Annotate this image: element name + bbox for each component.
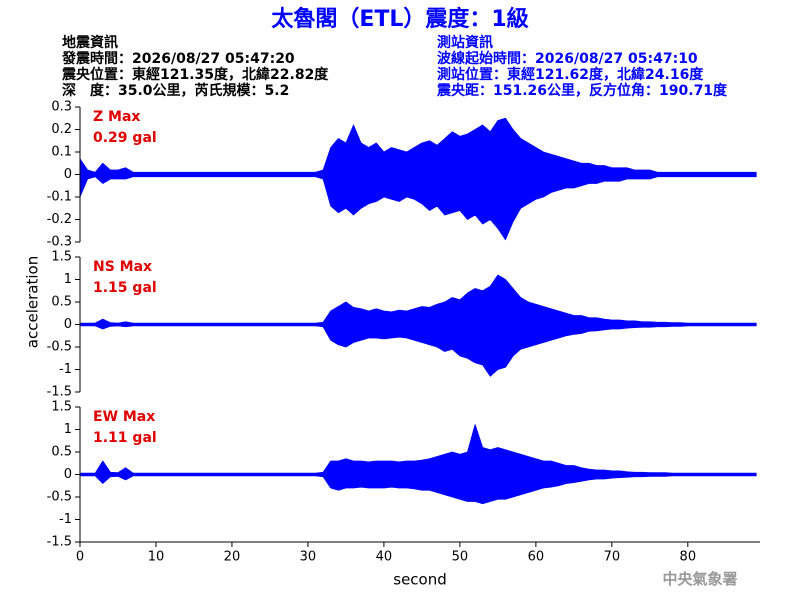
panel-label: NS Max	[93, 259, 152, 275]
y-tick-label: 0.2	[51, 122, 72, 137]
header-left: 震央位置：東經121.35度，北緯22.82度	[61, 66, 329, 83]
y-axis-label: acceleration	[24, 256, 42, 348]
x-tick-label: 0	[76, 550, 84, 565]
x-tick-label: 50	[452, 550, 469, 565]
header-left: 地震資訊	[62, 34, 118, 51]
y-tick-label: -1.5	[47, 385, 72, 400]
y-tick-label: -0.3	[47, 235, 72, 250]
y-tick-label: 1.5	[51, 250, 72, 265]
y-tick-label: 0	[64, 167, 72, 182]
x-tick-label: 30	[300, 550, 317, 565]
y-tick-label: 0.1	[51, 145, 72, 160]
header-left: 深 度：35.0公里，芮氏規模：5.2	[62, 82, 289, 99]
y-tick-label: -0.2	[47, 212, 72, 227]
x-tick-label: 70	[604, 550, 621, 565]
waveform-lower	[79, 324, 757, 377]
header-left: 發震時間：2026/08/27 05:47:20	[61, 50, 295, 67]
footer: 中央氣象署	[662, 570, 737, 588]
x-tick-label: 20	[224, 550, 241, 565]
panel-max: 0.29 gal	[93, 130, 157, 146]
header-right: 測站位置：東經121.62度，北緯24.16度	[437, 66, 704, 83]
y-tick-label: 0	[64, 467, 72, 482]
panel-max: 1.11 gal	[93, 430, 157, 446]
waveform-lower	[79, 174, 757, 241]
chart-title: 太魯閣（ETL）震度：1級	[271, 6, 528, 32]
waveform-upper	[79, 274, 757, 325]
y-tick-label: 0.3	[51, 100, 72, 115]
waveform-upper	[79, 117, 757, 175]
y-tick-label: 0	[64, 317, 72, 332]
y-tick-label: -1.5	[47, 535, 72, 550]
y-tick-label: -0.5	[47, 490, 72, 505]
y-tick-label: -1	[59, 512, 72, 527]
waveform-upper	[79, 424, 757, 475]
x-axis-label: second	[393, 571, 447, 589]
x-tick-label: 40	[376, 550, 393, 565]
y-tick-label: -0.5	[47, 340, 72, 355]
x-tick-label: 60	[528, 550, 545, 565]
x-tick-label: 10	[148, 550, 165, 565]
y-tick-label: 0.5	[51, 445, 72, 460]
y-tick-label: 1	[64, 422, 72, 437]
y-tick-label: -0.1	[47, 190, 72, 205]
panel-label: Z Max	[93, 109, 140, 125]
panel-label: EW Max	[93, 409, 155, 425]
y-tick-label: 0.5	[51, 295, 72, 310]
y-tick-label: -1	[59, 362, 72, 377]
panel-max: 1.15 gal	[93, 280, 157, 296]
waveform-lower	[79, 474, 757, 505]
header-right: 震央距：151.26公里，反方位角：190.71度	[436, 82, 728, 99]
y-tick-label: 1	[64, 272, 72, 287]
x-tick-label: 80	[680, 550, 697, 565]
y-tick-label: 1.5	[51, 400, 72, 415]
header-right: 測站資訊	[437, 34, 493, 51]
header-right: 波線起始時間：2026/08/27 05:47:10	[437, 50, 698, 67]
